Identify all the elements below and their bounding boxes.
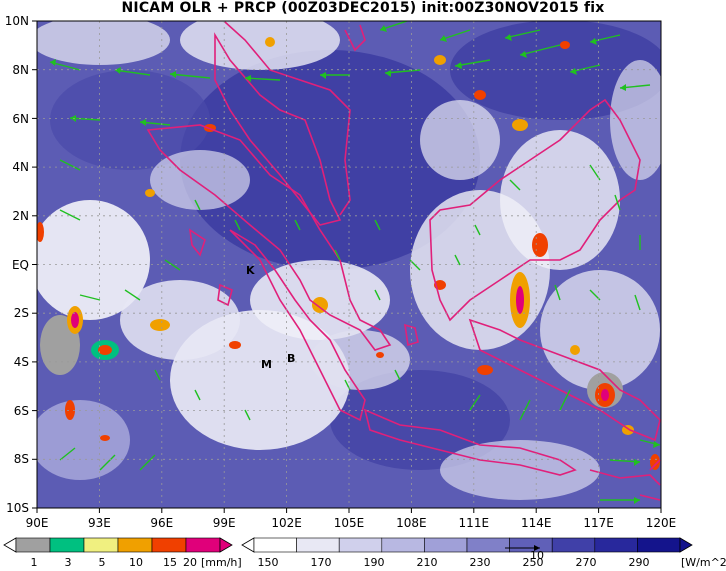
precip-swatch [83, 537, 119, 553]
lat-label: 2N [12, 209, 29, 223]
coastlines [146, 21, 661, 501]
olr-swatch [594, 537, 638, 553]
olr-legend-high-arrow [679, 537, 693, 553]
precip-unit: [mm/h] [201, 556, 242, 569]
olr-legend-low-arrow [241, 537, 255, 553]
lon-label: 102E [271, 516, 302, 530]
olr-swatch [381, 537, 425, 553]
lon-label: 111E [459, 516, 490, 530]
olr-swatches [253, 537, 681, 553]
olr-swatch [253, 537, 297, 553]
olr-tick: 210 [417, 556, 438, 569]
graticule [37, 21, 661, 508]
olr-swatch [551, 537, 596, 553]
precip-swatch [49, 537, 85, 553]
precip-swatch [15, 537, 51, 553]
lon-label: 90E [26, 516, 49, 530]
precip-tick: 15 [163, 556, 177, 569]
lon-labels: 90E 93E 96E 99E 102E 105E 108E 111E 114E… [26, 516, 677, 530]
lon-label: 108E [396, 516, 427, 530]
precip-swatches [15, 537, 221, 553]
lon-label: 117E [583, 516, 614, 530]
olr-field: K M B [37, 21, 661, 508]
lon-label: 96E [150, 516, 173, 530]
olr-tick: 190 [364, 556, 385, 569]
lon-label: 120E [646, 516, 677, 530]
olr-swatch [296, 537, 340, 553]
marker-k: K [246, 264, 255, 277]
lat-label: 10S [6, 501, 29, 515]
marker-m: M [261, 358, 272, 371]
olr-legend: 10 150 170 190 210 230 250 270 290 [W/m^… [241, 537, 726, 569]
olr-unit: [W/m^2] [681, 556, 726, 569]
precip-legend-high-arrow [219, 537, 233, 553]
axis-ticks [32, 20, 662, 513]
lat-labels: 10N 8N 6N 4N 2N EQ 2S 4S 6S 8S 10S [5, 14, 29, 515]
precip-tick: 1 [31, 556, 38, 569]
precip-tick: 5 [99, 556, 106, 569]
olr-swatch [466, 537, 510, 553]
vector-reference-head [534, 545, 540, 551]
precip-tick: 3 [65, 556, 72, 569]
map-title: NICAM OLR + PRCP (00Z03DEC2015) init:00Z… [121, 0, 605, 16]
lat-label: 2S [14, 306, 29, 320]
olr-tick: 170 [311, 556, 332, 569]
lon-label: 99E [213, 516, 236, 530]
precip-tick: 20 [183, 556, 197, 569]
lat-label: 6S [14, 404, 29, 418]
precip-swatch [117, 537, 153, 553]
precip-swatch [185, 537, 221, 553]
olr-swatch [338, 537, 383, 553]
lat-label: 8S [14, 452, 29, 466]
lat-label: 4S [14, 355, 29, 369]
precip-legend: 1 3 5 10 15 20 [mm/h] [3, 537, 242, 569]
olr-swatch [637, 537, 681, 553]
lat-label: 4N [12, 160, 29, 174]
olr-tick: 290 [629, 556, 650, 569]
olr-tick: 150 [258, 556, 279, 569]
lon-label: 114E [521, 516, 552, 530]
lat-label: EQ [12, 258, 29, 272]
precip-legend-low-arrow [3, 537, 17, 553]
precip-swatch [151, 537, 187, 553]
precip-tick: 10 [129, 556, 143, 569]
lat-label: 10N [5, 14, 29, 28]
olr-tick: 230 [470, 556, 491, 569]
lat-label: 8N [12, 63, 29, 77]
lon-label: 105E [334, 516, 365, 530]
olr-tick: 270 [576, 556, 597, 569]
lat-label: 6N [12, 112, 29, 126]
vector-reference-label: 10 [530, 549, 544, 562]
olr-tick: 250 [523, 556, 544, 569]
marker-b: B [287, 352, 295, 365]
lon-label: 93E [88, 516, 111, 530]
olr-swatch [424, 537, 468, 553]
